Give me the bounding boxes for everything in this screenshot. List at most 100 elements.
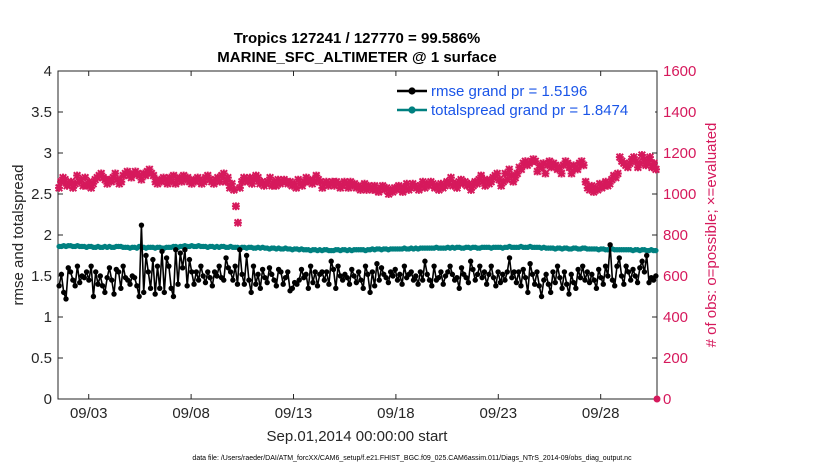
obs-point [444, 179, 453, 188]
rmse-point [435, 274, 442, 281]
obs-point [446, 173, 455, 182]
rmse-point [650, 277, 657, 283]
rmse-point [266, 265, 273, 271]
obs-point [416, 181, 425, 190]
rmse-point [408, 269, 414, 275]
obs-point [57, 177, 66, 186]
obs-point [629, 153, 638, 162]
obs-point [117, 177, 126, 186]
rmse-point [465, 279, 472, 286]
rmse-point [538, 293, 545, 300]
rmse-point [591, 277, 597, 283]
obs-point [237, 177, 246, 186]
obs-point [183, 173, 192, 182]
rmse-point [93, 269, 99, 275]
obs-point [396, 183, 405, 192]
obs-point [420, 183, 429, 192]
obs-point [223, 173, 232, 182]
rmse-point [303, 271, 309, 278]
obs-point [231, 202, 240, 211]
obs-point [169, 171, 178, 180]
rmse-point [145, 269, 152, 275]
obs-point [378, 181, 387, 190]
rmse-point [282, 274, 289, 281]
rmse-point [159, 248, 165, 255]
rmse-point [166, 263, 172, 269]
rmse-point [65, 265, 71, 271]
rmse-point [280, 281, 286, 287]
obs-point [266, 173, 275, 182]
obs-point [625, 159, 634, 168]
rmse-point [353, 279, 360, 286]
rmse-point [328, 258, 334, 264]
obs-point [149, 171, 158, 180]
obs-point [87, 183, 96, 192]
obs-point [432, 181, 441, 190]
obs-point [298, 181, 307, 190]
rmse-point [211, 269, 218, 275]
series-obs-evaluated [54, 151, 661, 403]
chart-title-line1: Tropics 127241 / 127770 = 99.586% [234, 30, 480, 47]
rmse-point [541, 277, 547, 283]
obs-point [219, 169, 228, 178]
legend-box [392, 79, 655, 121]
rmse-point [120, 263, 126, 269]
rmse-point [253, 281, 259, 287]
rmse-point [515, 269, 522, 275]
rmse-point [86, 277, 92, 283]
obs-point [274, 175, 283, 184]
rmse-point [232, 263, 238, 269]
y-tick-label-right: 600 [663, 268, 688, 285]
x-tick-label: 09/13 [275, 405, 313, 422]
rmse-point [614, 263, 620, 269]
rmse-point [58, 271, 65, 278]
obs-point [543, 161, 552, 170]
rmse-point [269, 271, 275, 278]
rmse-point [577, 274, 584, 281]
obs-point [639, 155, 648, 164]
obs-point [338, 181, 347, 190]
obs-point [599, 181, 608, 190]
obs-point [342, 179, 351, 188]
rmse-point [394, 277, 401, 283]
rmse-point [374, 261, 380, 267]
rmse-point [248, 289, 254, 296]
obs-point [362, 185, 371, 194]
rmse-point [376, 277, 382, 283]
rmse-point [246, 277, 252, 283]
obs-point [400, 183, 409, 192]
rmse-point [602, 263, 609, 269]
rmse-point [177, 250, 184, 256]
obs-point [587, 181, 596, 190]
obs-point [457, 175, 466, 184]
rmse-point [413, 273, 419, 279]
rmse-point [88, 263, 94, 269]
rmse-point [243, 252, 250, 259]
obs-point [424, 181, 433, 190]
rmse-point [630, 266, 636, 273]
rmse-point [454, 274, 460, 281]
rmse-point [168, 285, 174, 291]
rmse-point [118, 285, 124, 291]
rmse-point [198, 263, 204, 269]
rmse-point [234, 281, 241, 287]
obs-point [631, 157, 640, 166]
rmse-point [179, 265, 186, 271]
rmse-point [255, 271, 261, 278]
rmse-point [625, 269, 632, 275]
rmse-point [298, 266, 305, 273]
obs-point [545, 157, 554, 166]
obs-point [601, 177, 610, 186]
rmse-point [442, 273, 449, 279]
obs-point [109, 173, 118, 182]
rmse-point [600, 281, 606, 287]
obs-point [505, 165, 514, 174]
rmse-point [529, 271, 536, 278]
rmse-point [104, 274, 110, 281]
rmse-point [136, 293, 142, 300]
rmse-point [63, 296, 69, 302]
rmse-point [456, 285, 462, 291]
rmse-point [227, 269, 234, 275]
obs-point [635, 159, 644, 168]
rmse-point [598, 274, 604, 281]
